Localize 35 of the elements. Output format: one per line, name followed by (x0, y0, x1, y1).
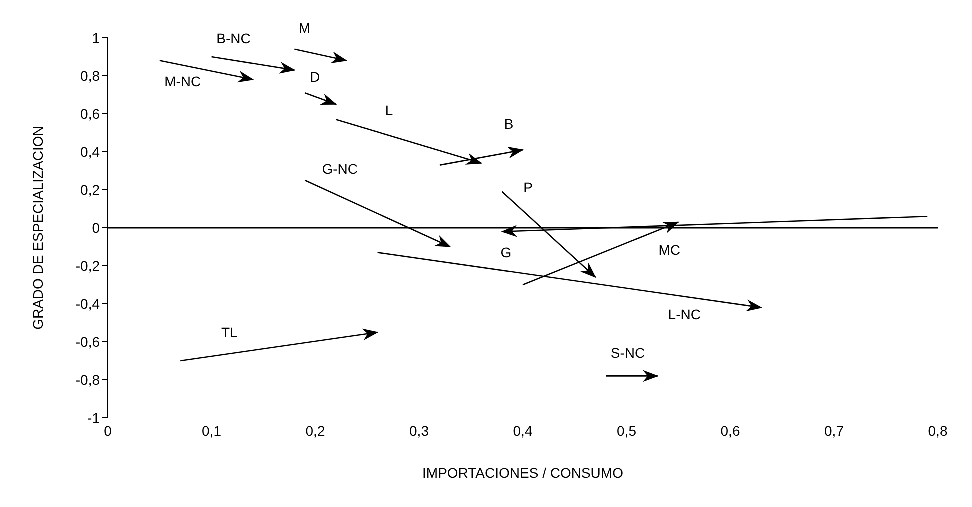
series-label: M-NC (164, 74, 202, 90)
y-tick-label: 1 (92, 30, 100, 46)
y-tick-label: 0 (92, 220, 100, 236)
series-label: MC (658, 242, 681, 258)
y-tick-label: -0,8 (76, 372, 100, 388)
x-tick-label: 0 (104, 422, 112, 439)
y-tick-label: 0,8 (80, 68, 100, 84)
y-tick-label: 0,4 (80, 144, 100, 160)
y-tick-label: -0,4 (76, 296, 100, 312)
series-label: D (310, 68, 320, 85)
y-tick-label: 0,2 (80, 182, 100, 198)
series-label: B (504, 116, 514, 132)
series-label: S-NC (610, 344, 646, 361)
x-tick-label: 0,7 (824, 422, 844, 439)
x-tick-label: 0,4 (513, 422, 533, 439)
series-label: L-NC (668, 306, 701, 323)
series-label: G (500, 244, 512, 261)
y-tick-label: -0,6 (76, 334, 100, 350)
series-label: M (298, 20, 311, 36)
y-tick-label: -1 (88, 410, 100, 426)
series-label: B-NC (216, 30, 251, 47)
x-tick-label: 0,8 (928, 422, 948, 439)
series-label: P (524, 180, 533, 196)
series-label: G-NC (322, 161, 358, 178)
y-tick-label: -0,2 (76, 258, 100, 274)
x-tick-label: 0,5 (617, 422, 637, 439)
x-tick-label: 0,3 (410, 422, 430, 439)
x-axis-title: IMPORTACIONES / CONSUMO (422, 465, 624, 481)
x-tick-label: 0,1 (202, 422, 222, 439)
x-tick-label: 0,6 (720, 422, 740, 439)
y-tick-label: 0,6 (80, 106, 100, 122)
y-axis-title: GRADO DE ESPECIALIZACION (30, 126, 46, 330)
series-label: TL (221, 324, 238, 341)
series-label: L (385, 102, 394, 118)
x-tick-label: 0,2 (306, 422, 326, 439)
